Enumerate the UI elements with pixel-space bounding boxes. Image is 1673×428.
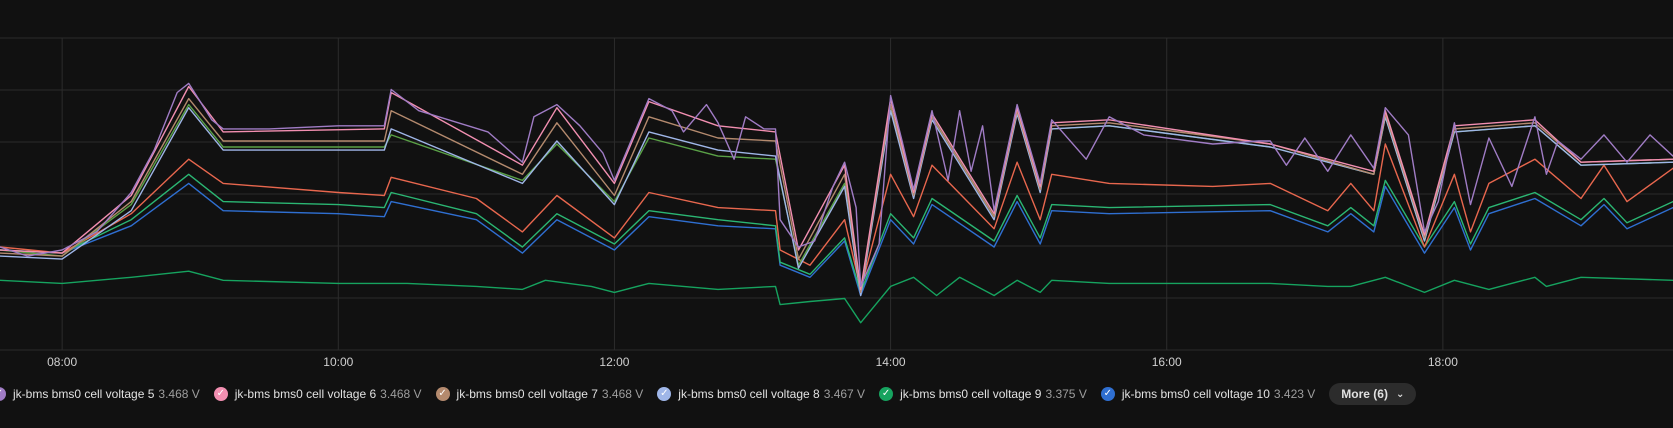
more-series-button[interactable]: More (6) ⌄ [1329, 383, 1417, 405]
legend-item-label: jk-bms bms0 cell voltage 8 [678, 387, 820, 401]
checkmark-icon: ✓ [1100, 387, 1115, 401]
x-axis-ticks: 08:00 10:00 12:00 14:00 16:00 18:00 [47, 355, 1458, 369]
legend-item-cell-voltage-7[interactable]: ✓ jk-bms bms0 cell voltage 7 3.468 V [435, 387, 644, 401]
chevron-down-icon: ⌄ [1395, 388, 1405, 400]
checkmark-icon: ✓ [0, 387, 6, 401]
legend-item-value: 3.468 V [601, 387, 644, 401]
x-tick-label: 08:00 [47, 355, 77, 369]
series-line-1 [0, 82, 1673, 288]
x-tick-label: 12:00 [599, 355, 629, 369]
legend-item-value: 3.468 V [158, 387, 200, 401]
legend-item-label: jk-bms bms0 cell voltage 6 [234, 387, 377, 401]
legend-item-cell-voltage-10[interactable]: ✓ jk-bms bms0 cell voltage 10 3.423 V [1100, 387, 1316, 401]
checkmark-icon: ✓ [657, 387, 672, 401]
checkmark-icon: ✓ [435, 387, 450, 401]
line-chart: 08:00 10:00 12:00 14:00 16:00 18:00 [0, 37, 1673, 369]
series-line-5 [0, 270, 1673, 324]
series-line-4 [0, 106, 1673, 297]
legend-item-value: 3.375 V [1045, 387, 1087, 401]
legend-item-cell-voltage-8[interactable]: ✓ jk-bms bms0 cell voltage 8 3.467 V [657, 387, 865, 401]
series-line-8 [0, 143, 1673, 291]
chart-legend: ✓ jk-bms bms0 cell voltage 5 3.468 V ✓ j… [0, 381, 1673, 407]
x-tick-label: 16:00 [1152, 355, 1182, 369]
legend-item-label: jk-bms bms0 cell voltage 7 [456, 387, 598, 401]
series-line-6 [0, 182, 1673, 297]
x-tick-label: 18:00 [1428, 355, 1458, 369]
legend-item-label: jk-bms bms0 cell voltage 10 [1121, 387, 1270, 401]
legend-item-value: 3.467 V [823, 387, 866, 401]
legend-item-label: jk-bms bms0 cell voltage 5 [13, 387, 155, 401]
series-line-3 [0, 97, 1673, 294]
legend-item-cell-voltage-5[interactable]: ✓ jk-bms bms0 cell voltage 5 3.468 V [0, 387, 200, 401]
legend-item-cell-voltage-9[interactable]: ✓ jk-bms bms0 cell voltage 9 3.375 V [879, 387, 1087, 401]
checkmark-icon: ✓ [213, 387, 228, 401]
x-tick-label: 14:00 [876, 355, 906, 369]
checkmark-icon: ✓ [879, 387, 894, 401]
chart-grid [0, 37, 1673, 351]
legend-item-cell-voltage-6[interactable]: ✓ jk-bms bms0 cell voltage 6 3.468 V [213, 387, 422, 401]
series-line-7 [0, 173, 1673, 294]
legend-item-value: 3.468 V [380, 387, 422, 401]
more-button-label: More (6) [1341, 387, 1388, 401]
legend-item-value: 3.423 V [1273, 387, 1316, 401]
series-line-9 [0, 103, 1673, 294]
chart-series-layer [0, 82, 1673, 324]
legend-item-label: jk-bms bms0 cell voltage 9 [900, 387, 1042, 401]
x-tick-label: 10:00 [323, 355, 353, 369]
